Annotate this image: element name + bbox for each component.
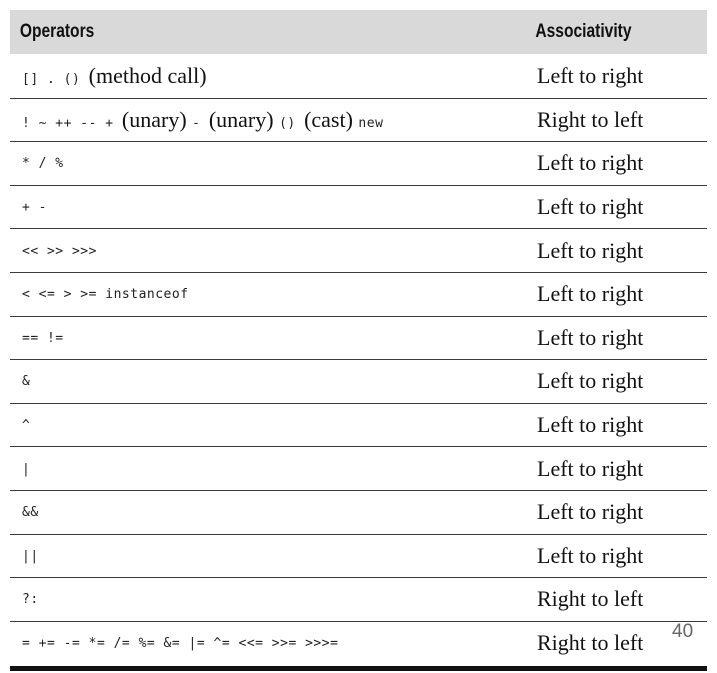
operators-cell: == != <box>10 330 524 346</box>
operator-text: () <box>279 115 305 131</box>
operator-text: (unary) <box>121 106 193 132</box>
table-row: = += -= *= /= %= &= |= ^= <<= >>= >>>= Ri… <box>10 620 707 665</box>
operator-text: << >> >>> <box>22 243 97 259</box>
associativity-cell: Left to right <box>537 499 644 525</box>
operator-text: - <box>192 115 209 131</box>
operators-cell: + - <box>10 199 524 215</box>
table-row: ?: Right to left <box>10 577 707 621</box>
table-row: < <= > >= instanceof Left to right <box>10 271 707 316</box>
associativity-cell: Left to right <box>537 368 644 394</box>
operator-text: = += -= *= /= %= &= |= ^= <<= >>= >>>= <box>22 636 339 652</box>
table-row: + - Left to right <box>10 184 707 229</box>
table-row: && Left to right <box>10 489 707 534</box>
operator-text: ?: <box>22 592 39 608</box>
operators-cell: ! ~ ++ -- + (unary) - (unary) () (cast) … <box>10 107 524 133</box>
operator-precedence-table: Operators Associativity [] . () (method … <box>10 10 707 664</box>
operator-text: (method call) <box>88 62 207 88</box>
operators-cell: ?: <box>10 591 524 607</box>
associativity-cell: Left to right <box>537 150 644 176</box>
operator-text: == != <box>22 330 64 346</box>
table-row: == != Left to right <box>10 315 707 360</box>
operators-cell: = += -= *= /= %= &= |= ^= <<= >>= >>>= <box>10 635 524 651</box>
table-row: ^ Left to right <box>10 402 707 447</box>
operator-text: * / % <box>22 156 64 172</box>
associativity-cell: Left to right <box>537 324 644 350</box>
operators-cell: * / % <box>10 155 524 171</box>
table-row: * / % Left to right <box>10 141 707 185</box>
operator-text: & <box>22 374 31 390</box>
associativity-cell: Left to right <box>537 542 644 568</box>
operator-text: && <box>22 505 39 521</box>
bottom-rule <box>10 666 707 671</box>
operators-cell: | <box>10 461 524 477</box>
associativity-cell: Left to right <box>537 281 644 307</box>
table-row: & Left to right <box>10 359 707 403</box>
table-row: ! ~ ++ -- + (unary) - (unary) () (cast) … <box>10 97 707 142</box>
operator-text: ^ <box>22 418 31 434</box>
associativity-cell: Left to right <box>537 194 644 220</box>
associativity-cell: Right to left <box>537 630 644 656</box>
table-row: || Left to right <box>10 533 707 578</box>
operators-cell: << >> >>> <box>10 243 524 259</box>
operators-cell: || <box>10 548 524 564</box>
associativity-cell: Left to right <box>537 412 644 438</box>
operator-text: ! ~ ++ -- + <box>22 115 122 131</box>
associativity-cell: Right to left <box>537 586 644 612</box>
operator-text: (cast) <box>304 106 359 132</box>
operators-column-header: Operators <box>19 21 95 42</box>
operator-text: + - <box>22 200 47 216</box>
operators-cell: [] . () (method call) <box>10 63 524 89</box>
table-row: << >> >>> Left to right <box>10 228 707 272</box>
operator-text: | <box>22 461 31 477</box>
operator-text: < <= > >= instanceof <box>22 287 189 303</box>
operators-cell: ^ <box>10 417 524 433</box>
associativity-cell: Right to left <box>537 106 644 132</box>
table-header: Operators Associativity <box>10 10 707 54</box>
operators-cell: & <box>10 373 524 389</box>
operator-text: (unary) <box>208 106 280 132</box>
associativity-cell: Left to right <box>537 62 644 88</box>
associativity-column-header: Associativity <box>535 21 632 42</box>
table-row: | Left to right <box>10 446 707 490</box>
table-row: [] . () (method call) Left to right <box>10 54 707 98</box>
associativity-cell: Left to right <box>537 455 644 481</box>
table-body: [] . () (method call) Left to right ! ~ ++… <box>10 54 707 664</box>
operator-text: [] . <box>22 71 64 87</box>
associativity-cell: Left to right <box>537 237 644 263</box>
operators-cell: && <box>10 504 524 520</box>
operator-text: () <box>63 71 89 87</box>
operator-text: new <box>358 115 384 131</box>
operators-cell: < <= > >= instanceof <box>10 286 524 302</box>
operator-text: || <box>22 548 39 564</box>
page-number: 40 <box>672 621 694 642</box>
